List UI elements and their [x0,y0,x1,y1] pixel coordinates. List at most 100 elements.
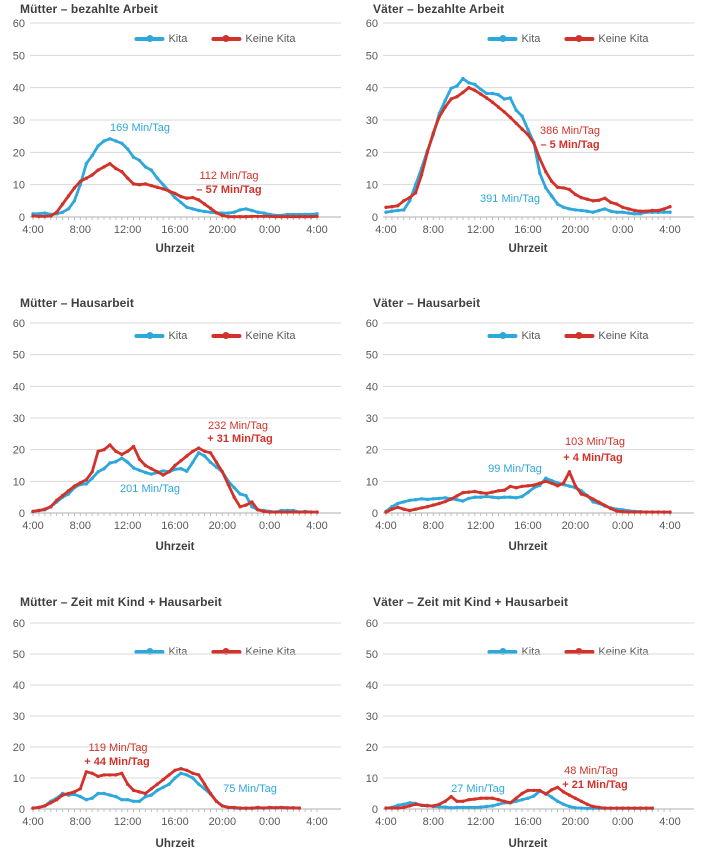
x-tick-label: 8:00 [423,224,444,236]
keine_kita-marker [650,208,654,213]
y-tick-label: 50 [366,50,378,62]
x-tick-label: 0:00 [612,816,633,828]
kita-marker [173,195,177,200]
keine_kita-marker [609,506,613,511]
kita-marker [185,469,189,473]
x-tick-label: 16:00 [514,816,542,828]
kita-marker [126,460,130,464]
annotation-kita-total: 27 Min/Tag [451,783,505,795]
keine_kita-marker [208,206,213,210]
kita-marker [114,460,118,464]
kita-marker [579,208,583,213]
kita-marker [603,207,607,211]
keine_kita-marker [579,195,583,200]
kita-marker [461,805,465,810]
y-tick-label: 30 [13,115,25,127]
keine_kita-marker [114,166,118,171]
keine_kita-marker [425,505,430,509]
chart-vaeter-zeit-mit-kind: Väter – Zeit mit Kind + Hausarbeit Kita … [353,570,706,856]
legend-item-kita: Kita [487,646,540,658]
kita-marker [179,467,183,471]
x-tick-label: 4:00 [375,816,396,828]
keine_kita-marker [544,479,548,483]
keine_kita-marker [37,214,41,219]
x-tick-label: 20:00 [562,520,590,532]
keine_kita-marker [244,806,248,810]
keine_kita-marker [573,192,577,197]
keine_kita-marker [220,804,224,808]
keine_kita-marker [650,510,654,514]
kita-marker [131,799,136,803]
x-axis-title: Uhrzeit [508,243,548,255]
keine_kita-marker [514,486,518,490]
keine_kita-marker [656,208,660,213]
keine_kita-marker [185,768,189,772]
keine_kita-marker [550,481,554,485]
y-tick-label: 10 [13,773,25,785]
legend-item-keine-kita: Keine Kita [211,330,296,342]
keine_kita-marker [268,805,272,810]
y-tick-label: 50 [366,649,378,661]
gridlines [383,622,694,810]
keine_kita-marker [250,214,254,219]
y-tick-label: 50 [366,350,378,362]
keine_kita-marker [143,463,148,468]
keine_kita-line [31,443,319,514]
keine_kita-marker [532,483,536,487]
kita-marker [615,210,619,214]
keine_kita-marker [408,195,412,200]
kita-marker [137,799,142,803]
kita-marker [60,210,65,214]
kita-marker [585,806,589,811]
keine_kita-marker [66,489,71,493]
keine_kita-marker [43,214,47,219]
x-axis-ticks-and-labels: 4:00 8:00 12:00 16:00 20:00 0:00 4:00 [375,513,681,532]
kita-marker [555,799,560,803]
keine_kita-marker [179,194,183,199]
keine_kita-marker [297,806,301,810]
legend-item-keine-kita: Keine Kita [564,330,649,342]
keine_kita-marker [449,794,453,799]
kita-marker [668,210,672,214]
kita-marker [573,208,577,212]
kita-marker [202,209,207,214]
x-tick-label: 0:00 [259,816,280,828]
keine_kita-marker [72,186,77,190]
kita-marker [443,98,447,103]
keine_kita-marker [390,205,394,209]
kita-marker [161,785,165,789]
keine_kita-marker [603,806,607,810]
x-tick-label: 4:00 [22,224,43,236]
kita-marker [197,208,201,213]
keine_kita-marker [656,510,660,514]
chart-title: Mütter – bezahlte Arbeit [20,2,158,16]
x-tick-label: 16:00 [514,224,542,236]
kita-marker [120,798,124,802]
keine_kita-marker [137,790,142,794]
kita-marker [137,468,142,472]
keine_kita-marker [638,209,643,213]
kita-marker [108,137,112,141]
keine_kita-marker [238,505,242,509]
kita-marker [514,496,518,500]
keine_kita-marker [55,498,59,502]
kita-marker [455,498,459,502]
keine_kita-marker [561,186,566,190]
keine_kita-marker [402,507,406,511]
x-axis-ticks-and-labels: 4:00 8:00 12:00 16:00 20:00 0:00 4:00 [375,809,681,828]
kita-marker [149,472,153,476]
kita-marker [137,158,142,163]
kita-marker [396,501,400,506]
keine_kita-marker [597,198,601,202]
keine_kita-marker [55,798,59,802]
y-tick-label: 10 [366,773,378,785]
keine-kita-line-swatch [211,35,242,43]
keine_kita-marker [555,185,560,189]
kita-marker [449,86,453,91]
kita-marker [532,794,536,798]
keine_kita-marker [291,510,295,514]
kita-marker [449,806,453,810]
series-keine_kita [384,86,672,213]
y-tick-label: 30 [13,711,25,723]
kita-marker [626,211,631,215]
